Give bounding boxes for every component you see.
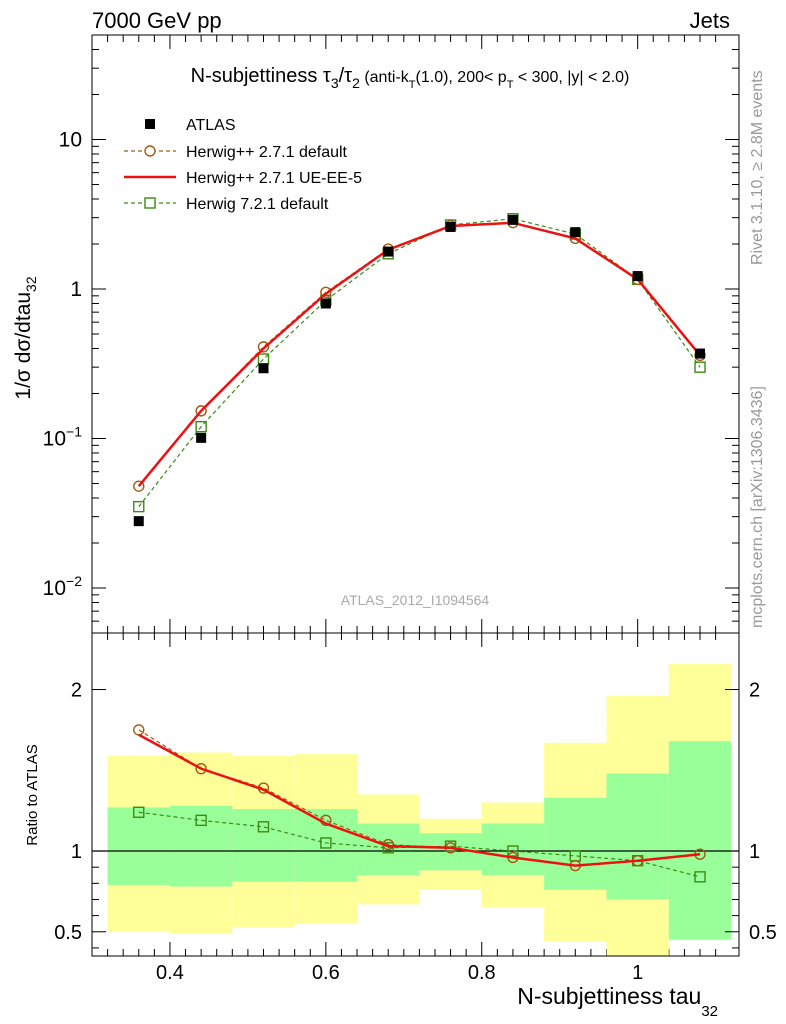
legend-entry: Herwig++ 2.7.1 UE-EE-5: [124, 170, 362, 187]
y-tick-label: 10: [59, 128, 82, 151]
rivet-version-label: Rivet 3.1.10, ≥ 2.8M events: [749, 70, 766, 265]
x-tick-label: 0.4: [156, 962, 184, 984]
data-point: [195, 762, 207, 775]
series-herwig-2-7-1-ue-ee-5: [137, 221, 701, 487]
chart-title-main: N-subjettiness τ: [191, 65, 331, 87]
data-point: [195, 405, 207, 417]
legend-entry: Herwig++ 2.7.1 default: [124, 144, 348, 161]
data-point: [507, 845, 519, 857]
green-band-bin: [481, 823, 545, 876]
process-label: Jets: [690, 8, 730, 33]
data-point: [258, 363, 269, 374]
legend-label: Herwig++ 2.7.1 UE-EE-5: [186, 170, 362, 187]
data-point: [196, 432, 207, 443]
data-point: [133, 806, 145, 818]
green-band-bin: [544, 797, 607, 890]
green-band-bin: [169, 805, 233, 887]
data-point: [570, 227, 581, 238]
data-point: [320, 286, 332, 299]
svg-text:1/σ dσ/dtau32: 1/σ dσ/dtau32: [12, 276, 39, 399]
legend-marker: [144, 145, 156, 157]
data-point: [320, 837, 332, 849]
series-herwig-7-2-1-default: [133, 213, 706, 513]
y-tick-label: 10−1: [43, 423, 83, 450]
green-band-bin: [606, 773, 669, 900]
series-line: [138, 733, 701, 867]
series-line: [137, 221, 701, 487]
data-point: [694, 361, 706, 373]
green-band-bin: [668, 741, 732, 940]
data-point: [133, 480, 145, 492]
ratio-y-axis-label: Ratio to ATLAS: [24, 744, 41, 845]
y-tick-label: 2: [71, 680, 82, 702]
data-point: [195, 420, 207, 433]
ratio-plot-area: 0.4 0.6 0.8 1 0.5 0.5 1 1 2 2: [54, 633, 777, 984]
green-band-bin: [232, 809, 295, 882]
chart-title: N-subjettiness τ3/τ2 (anti-kT(1.0), 200<…: [191, 65, 630, 91]
legend-marker: [144, 197, 156, 209]
uncertainty-bands: [107, 663, 732, 956]
series-atlas: [133, 214, 706, 527]
data-point: [195, 814, 207, 827]
energy-label: 7000 GeV pp: [92, 8, 222, 33]
y-tick-label: 10−2: [43, 573, 83, 600]
main-plot-area: 10 1 10−1 10−2: [43, 34, 739, 634]
data-point: [695, 348, 706, 359]
legend-label: Herwig 7.2.1 default: [186, 196, 329, 213]
y-tick-label: 1: [71, 841, 82, 863]
x-tick-label: 0.6: [312, 962, 340, 984]
series-herwig-2-7-1-ue-ee-5: [138, 733, 701, 867]
data-point: [133, 500, 145, 513]
series-line: [138, 218, 701, 508]
x-tick-label: 0.8: [468, 962, 496, 984]
data-point: [382, 842, 394, 854]
green-band-bin: [107, 807, 170, 885]
data-point: [694, 871, 706, 883]
legend: ATLAS Herwig++ 2.7.1 default Herwig++ 2.7.…: [124, 117, 362, 213]
legend-entry: Herwig 7.2.1 default: [124, 196, 329, 213]
y-tick-label: 1: [70, 278, 82, 301]
main-y-ticks: 10 1 10−1 10−2: [43, 34, 739, 634]
data-point: [632, 271, 643, 282]
data-point: [133, 516, 144, 527]
chart-title-detail: (anti-k: [364, 69, 409, 86]
legend-label: ATLAS: [186, 117, 236, 134]
mcplots-label: mcplots.cern.ch [arXiv:1306.3436]: [749, 386, 766, 628]
x-axis-label: N-subjettiness tau32: [517, 983, 718, 1020]
series-line: [138, 222, 701, 487]
y-tick-label: 0.5: [54, 922, 82, 944]
series-herwig-2-7-1-default: [133, 216, 706, 492]
data-point: [445, 221, 456, 232]
ratio-x-ticks: 0.4 0.6 0.8 1: [91, 633, 717, 984]
x-tick-label: 1: [632, 962, 643, 984]
ratio-frame: [91, 632, 740, 957]
main-y-axis-label: 1/σ dσ/dtau32: [12, 276, 39, 399]
data-point: [383, 246, 394, 257]
ratio-panel: 0.4 0.6 0.8 1 0.5 0.5 1 1 2 2 Ratio to ATLAS N-su…: [24, 632, 777, 1020]
main-panel: 10 1 10−1 10−2 N-subjettiness τ3/τ2 (anti-k…: [12, 34, 740, 634]
legend-entry: ATLAS: [145, 117, 236, 134]
data-point: [320, 298, 331, 309]
legend-label: Herwig++ 2.7.1 default: [186, 144, 348, 161]
data-point: [507, 214, 518, 225]
legend-marker: [145, 119, 155, 129]
y-tick-label-right: 0.5: [749, 922, 777, 944]
green-band-bin: [294, 809, 358, 882]
y-tick-label-right: 1: [749, 841, 760, 863]
analysis-label: ATLAS_2012_I1094564: [341, 592, 490, 608]
data-point: [257, 341, 270, 353]
y-tick-label-right: 2: [749, 680, 760, 702]
data-point: [257, 821, 270, 833]
